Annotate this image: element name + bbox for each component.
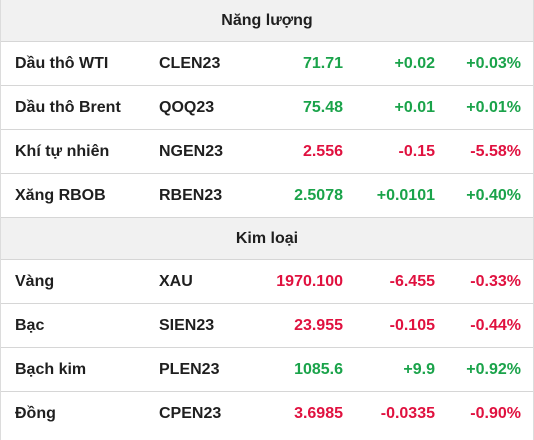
table-row[interactable]: Vàng XAU 1970.100 -6.455 -0.33% <box>1 260 533 304</box>
commodity-change: -6.455 <box>389 273 435 290</box>
commodity-symbol: SIEN23 <box>159 317 215 334</box>
commodity-name: Khí tự nhiên <box>15 143 110 160</box>
commodity-symbol: XAU <box>159 273 193 290</box>
commodity-price: 2.5078 <box>294 187 343 204</box>
commodity-symbol: QOQ23 <box>159 99 215 116</box>
commodity-name: Bạc <box>15 317 45 334</box>
commodity-change-percent: +0.92% <box>466 361 521 378</box>
commodity-symbol: RBEN23 <box>159 187 223 204</box>
commodity-change-percent: +0.01% <box>466 99 521 116</box>
commodity-price: 2.556 <box>302 143 343 160</box>
table-row[interactable]: Xăng RBOB RBEN23 2.5078 +0.0101 +0.40% <box>1 174 533 218</box>
commodity-change-percent: +0.40% <box>466 187 521 204</box>
commodity-change: +9.9 <box>403 361 435 378</box>
table-row[interactable]: Bạc SIEN23 23.955 -0.105 -0.44% <box>1 304 533 348</box>
commodity-change: -0.0335 <box>380 405 435 422</box>
commodity-change-percent: -0.33% <box>470 273 521 290</box>
commodity-change-percent: +0.03% <box>466 55 521 72</box>
commodity-symbol: NGEN23 <box>159 143 224 160</box>
commodity-price: 71.71 <box>302 55 343 72</box>
commodity-change-percent: -0.44% <box>470 317 521 334</box>
commodity-symbol: CPEN23 <box>159 405 222 422</box>
commodity-change: -0.15 <box>398 143 435 160</box>
commodity-change-percent: -0.90% <box>470 405 521 422</box>
commodity-change: +0.01 <box>394 99 435 116</box>
section-header-metals: Kim loại <box>1 218 533 260</box>
section-title: Kim loại <box>235 230 299 247</box>
commodity-name: Đồng <box>15 405 56 422</box>
commodity-change: +0.02 <box>394 55 435 72</box>
table-row[interactable]: Dầu thô Brent QOQ23 75.48 +0.01 +0.01% <box>1 86 533 130</box>
commodity-price: 1970.100 <box>276 273 343 290</box>
commodity-name: Dầu thô Brent <box>15 99 121 116</box>
commodity-change-percent: -5.58% <box>470 143 521 160</box>
commodity-price: 23.955 <box>294 317 343 334</box>
table-row[interactable]: Đồng CPEN23 3.6985 -0.0335 -0.90% <box>1 392 533 436</box>
section-header-energy: Năng lượng <box>1 0 533 42</box>
commodity-symbol: CLEN23 <box>159 55 221 72</box>
commodity-name: Dầu thô WTI <box>15 55 109 72</box>
commodity-symbol: PLEN23 <box>159 361 220 378</box>
commodity-name: Bạch kim <box>15 361 87 378</box>
commodity-change: +0.0101 <box>376 187 435 204</box>
table-row[interactable]: Khí tự nhiên NGEN23 2.556 -0.15 -5.58% <box>1 130 533 174</box>
commodity-price: 3.6985 <box>294 405 343 422</box>
table-row[interactable]: Dầu thô WTI CLEN23 71.71 +0.02 +0.03% <box>1 42 533 86</box>
commodity-name: Xăng RBOB <box>15 187 106 204</box>
commodity-price: 75.48 <box>302 99 343 116</box>
commodity-price: 1085.6 <box>294 361 343 378</box>
section-title: Năng lượng <box>221 12 313 29</box>
commodity-name: Vàng <box>15 273 55 290</box>
commodity-change: -0.105 <box>389 317 435 334</box>
table-row[interactable]: Bạch kim PLEN23 1085.6 +9.9 +0.92% <box>1 348 533 392</box>
